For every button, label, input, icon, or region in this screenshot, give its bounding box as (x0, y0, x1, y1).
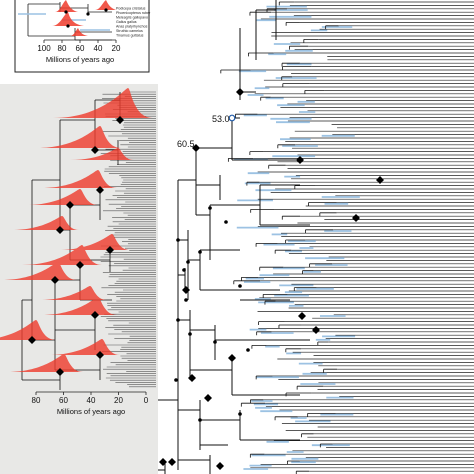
species-label: Gallus gallus (116, 20, 137, 24)
axis-tick-label: 80 (58, 44, 67, 53)
main-tree-node-markers (159, 88, 384, 470)
main-tree: 53.0 60.5 (149, 0, 474, 474)
axis-tick-label: 100 (37, 44, 51, 53)
species-label: Podicepa cristatus (116, 7, 146, 11)
species-label: Meleagris gallopavo (116, 16, 148, 20)
axis-title: Millions of years ago (46, 55, 114, 64)
axis-title: Millions of years ago (57, 407, 125, 416)
inset-top-nodes (64, 8, 108, 28)
axis-tick-label: 20 (114, 396, 123, 405)
axis-tick-label: 60 (76, 44, 85, 53)
axis-tick-label: 40 (94, 44, 103, 53)
axis-tick-label: 60 (59, 396, 68, 405)
inset-left-densities (0, 88, 153, 372)
axis-tick-label: 0 (144, 396, 149, 405)
inset-top: Podicepa cristatus Phoenicopterus ruber … (14, 0, 151, 73)
species-label: Anas platyrhynchos (116, 25, 148, 29)
axis-tick-label: 80 (32, 396, 41, 405)
inset-top-densities (52, 0, 116, 36)
species-label: Phoenicopterus ruber (116, 11, 151, 15)
inset-top-axis: 100 80 60 40 20 Millions of years ago (37, 39, 121, 64)
main-tree-tip-lines (250, 1, 474, 472)
inset-left-nodes (28, 116, 124, 376)
axis-tick-label: 20 (112, 44, 121, 53)
axis-tick-label: 40 (87, 396, 96, 405)
inset-left-axis: 80 60 40 20 0 Millions of years ago (32, 391, 149, 416)
node-age-label: 53.0 (212, 114, 230, 124)
inset-top-species-labels: Podicepa cristatus Phoenicopterus ruber … (116, 7, 151, 38)
node-age-label: 60.5 (177, 139, 195, 149)
species-label: Struthio camelus (116, 29, 143, 33)
species-label: Tinamus guttatus (116, 34, 144, 38)
main-tree-ci-bars (234, 5, 360, 470)
main-tree-branches (149, 0, 339, 474)
inset-left: 80 60 40 20 0 Millions of years ago (0, 84, 158, 474)
